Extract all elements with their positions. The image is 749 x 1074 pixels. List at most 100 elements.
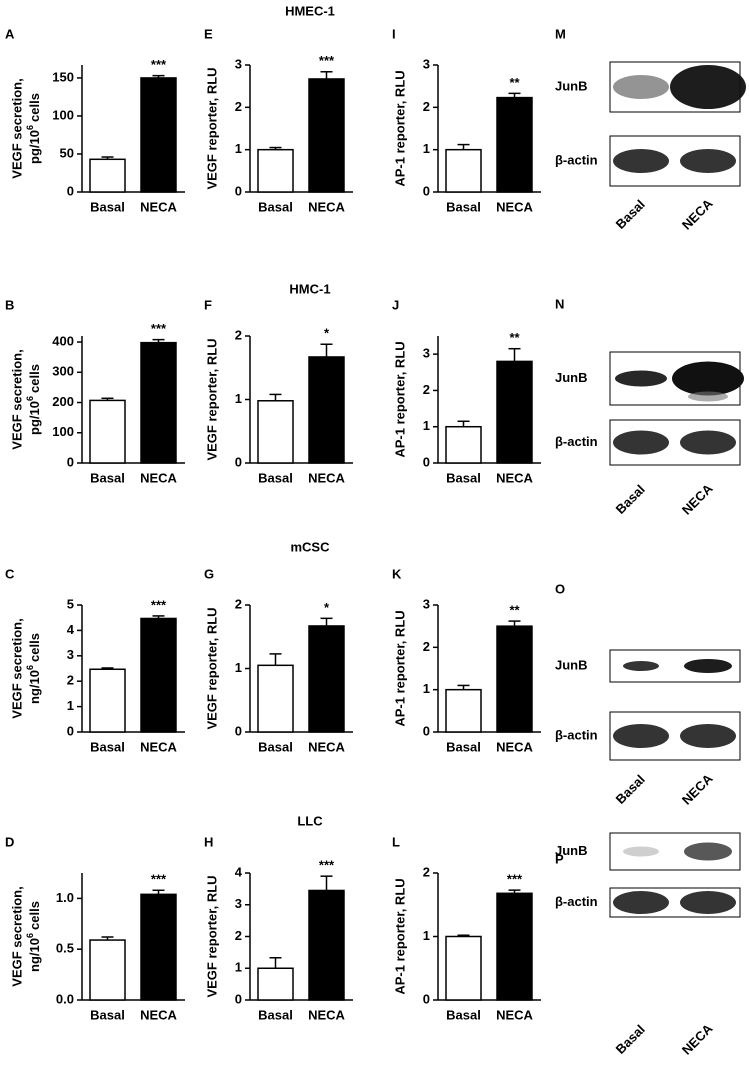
error-bar — [152, 889, 165, 895]
blot-band — [613, 724, 669, 748]
panel-letter: E — [204, 26, 213, 41]
y-tick-label: 0 — [67, 183, 74, 198]
category-label: NECA — [140, 739, 177, 754]
y-tick-label: 2 — [235, 327, 242, 342]
y-axis-label: VEGF reporter, RLU — [204, 607, 219, 729]
significance: *** — [151, 597, 167, 612]
bar — [445, 935, 482, 1001]
y-tick-label: 1 — [423, 418, 430, 433]
blot-band — [670, 65, 746, 109]
error-bar — [457, 420, 470, 427]
significance: *** — [319, 53, 335, 68]
error-bar — [269, 393, 282, 401]
y-tick-label: 1 — [235, 141, 242, 156]
bar — [445, 688, 482, 733]
category-label: Basal — [90, 739, 125, 754]
unit-base: ng/10 — [27, 670, 42, 704]
significance: ** — [509, 330, 520, 345]
panel-letter: O — [555, 581, 565, 596]
y-tick-label: 300 — [52, 364, 74, 379]
unit-base: ng/10 — [27, 938, 42, 972]
blot-band — [615, 370, 667, 387]
band-label: β-actin — [555, 894, 598, 909]
lane-label: NECA — [679, 770, 716, 807]
y-tick-label: 0 — [423, 454, 430, 469]
unit-exponent: 6 — [25, 665, 35, 670]
y-tick-label: 50 — [60, 145, 74, 160]
y-tick-label: 2 — [235, 99, 242, 114]
panel-letter: F — [204, 297, 212, 312]
y-tick-label: 0 — [423, 723, 430, 738]
bar — [89, 158, 126, 193]
y-tick-label: 0 — [423, 183, 430, 198]
category-label: Basal — [446, 470, 481, 485]
band-label: JunB — [555, 843, 588, 858]
y-tick-label: 2 — [423, 382, 430, 397]
bar — [257, 967, 294, 1001]
significance: ** — [509, 603, 520, 618]
category-label: Basal — [258, 470, 293, 485]
unit-exponent: 6 — [25, 933, 35, 938]
error-bar — [269, 957, 282, 969]
bar — [308, 356, 345, 464]
band-label: β-actin — [555, 434, 598, 449]
band-label: β-actin — [555, 152, 598, 167]
panel-letter: B — [5, 297, 14, 312]
blot-band — [688, 391, 728, 402]
error-bar — [152, 338, 165, 343]
significance: *** — [151, 321, 167, 336]
y-axis-label: VEGF reporter, RLU — [204, 875, 219, 997]
significance: * — [324, 600, 330, 615]
category-label: NECA — [308, 199, 345, 214]
category-label: Basal — [90, 199, 125, 214]
category-label: Basal — [446, 199, 481, 214]
error-bar — [508, 620, 521, 627]
category-label: Basal — [258, 739, 293, 754]
blot-band — [623, 661, 659, 671]
bar — [89, 939, 126, 1001]
y-axis-unit: ng/106 cells — [25, 901, 42, 972]
bar — [140, 893, 177, 1001]
lane-label: Basal — [613, 197, 648, 232]
lane-label: Basal — [613, 482, 648, 517]
blot-band — [613, 75, 669, 99]
significance: *** — [319, 858, 335, 873]
unit-exponent: 6 — [25, 125, 35, 130]
y-tick-label: 5 — [67, 596, 74, 611]
band-label: β-actin — [555, 727, 598, 742]
y-tick-label: 1 — [67, 698, 74, 713]
blot-band — [684, 842, 732, 861]
error-bar — [320, 71, 333, 79]
y-tick-label: 2 — [423, 864, 430, 879]
y-tick-label: 3 — [235, 896, 242, 911]
category-label: Basal — [446, 1007, 481, 1022]
y-tick-label: 0.0 — [56, 991, 74, 1006]
section-title: mCSC — [290, 539, 330, 554]
significance: * — [324, 326, 330, 341]
panel-letter: M — [555, 26, 566, 41]
section-title: LLC — [297, 813, 323, 828]
blot-band — [672, 361, 744, 396]
panel-letter: J — [392, 297, 399, 312]
bar — [496, 625, 533, 733]
y-tick-label: 0 — [67, 723, 74, 738]
error-bar — [101, 397, 114, 401]
category-label: NECA — [140, 1007, 177, 1022]
y-axis-label: AP-1 reporter, RLU — [392, 70, 407, 186]
error-bar — [152, 615, 165, 619]
blot-band — [684, 659, 732, 673]
panel-letter: C — [5, 566, 15, 581]
error-bar — [508, 92, 521, 98]
bar — [308, 889, 345, 1001]
unit-base: pg/10 — [27, 130, 42, 164]
y-axis-label: AP-1 reporter, RLU — [392, 610, 407, 726]
blot-band — [613, 430, 669, 455]
error-bar — [320, 875, 333, 891]
unit-rest: cells — [27, 93, 42, 122]
bar — [445, 148, 482, 193]
y-tick-label: 3 — [423, 596, 430, 611]
error-bar — [457, 684, 470, 690]
error-bar — [152, 74, 165, 78]
unit-base: pg/10 — [27, 401, 42, 435]
